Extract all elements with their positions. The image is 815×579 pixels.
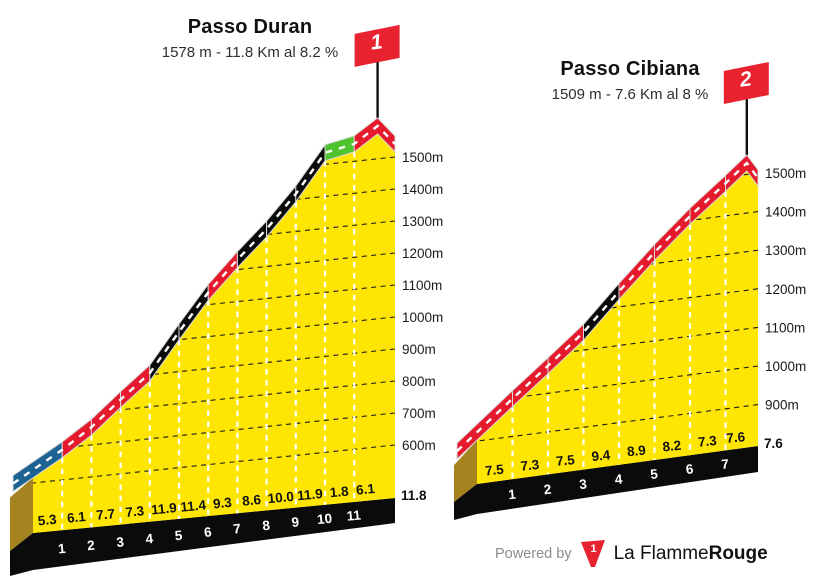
profile-area — [33, 133, 395, 533]
gradient-label: 7.5 — [555, 452, 576, 469]
elevation-label: 900m — [402, 342, 436, 357]
elevation-label: 900m — [765, 398, 799, 413]
km-label: 6 — [203, 524, 212, 540]
powered-by-label: Powered by — [495, 546, 572, 562]
km-label: 6 — [685, 461, 694, 477]
km-band — [454, 446, 758, 520]
left-climb-subtitle: 1578 m - 11.8 Km al 8.2 % — [161, 44, 339, 61]
elevation-gridline — [33, 348, 395, 388]
gradient-label: 5.3 — [37, 512, 58, 529]
gradient-label: 7.7 — [96, 506, 116, 523]
gradient-label: 8.9 — [626, 443, 646, 460]
gradient-label: 7.3 — [520, 457, 541, 474]
distance-end-label: 11.8 — [401, 488, 427, 503]
road-segment — [353, 117, 396, 154]
gradient-label: 6.1 — [355, 481, 376, 498]
brand-regular: La Flamme — [613, 543, 709, 564]
la-flamme-rouge-logo-icon: 1 — [580, 540, 605, 567]
km-label: 2 — [87, 538, 96, 554]
elevation-label: 1200m — [402, 246, 443, 261]
elevation-label: 1400m — [402, 182, 443, 197]
summit-flag — [723, 62, 769, 104]
elevation-label: 1500m — [765, 166, 806, 181]
km-label: 4 — [614, 471, 623, 487]
elevation-label: 1400m — [765, 205, 806, 220]
elevation-label: 1100m — [765, 320, 805, 335]
elevation-gridline — [33, 412, 395, 452]
summit-flag — [354, 24, 400, 67]
km-label: 3 — [116, 534, 125, 550]
km-label: 4 — [145, 531, 154, 547]
km-label: 9 — [291, 514, 300, 530]
elevation-label: 1200m — [765, 282, 806, 297]
km-label: 5 — [174, 528, 183, 544]
gradient-label: 11.9 — [297, 486, 324, 503]
elevation-label: 600m — [402, 438, 436, 453]
flag-number: 1 — [369, 30, 383, 54]
logo-number: 1 — [590, 543, 596, 555]
gradient-label: 11.4 — [180, 497, 207, 514]
gradient-label: 8.2 — [662, 438, 682, 455]
gradient-label: 1.8 — [329, 484, 350, 501]
elevation-label: 1300m — [765, 243, 806, 258]
elevation-label: 1000m — [402, 310, 443, 325]
gradient-label: 7.5 — [484, 462, 505, 479]
profile-side-face — [454, 440, 477, 502]
gradient-label: 7.3 — [125, 503, 146, 520]
gradient-label: 10.0 — [267, 489, 295, 506]
km-label: 2 — [543, 482, 552, 498]
gradient-label: 7.3 — [697, 433, 718, 450]
road-center-dashes — [12, 124, 396, 485]
km-label: 11 — [346, 507, 362, 523]
gradient-label: 11.9 — [151, 500, 178, 517]
elevation-gridline — [33, 444, 395, 484]
climb-profile: 15.3 6.1 7.7 7.3 11.9 11.4 9.3 8.6 10.0 11.9 1.8 6.… — [10, 24, 443, 576]
km-label: 1 — [508, 487, 517, 503]
gradient-label: 7.6 — [726, 429, 747, 446]
gradient-label: 8.6 — [242, 492, 263, 509]
gradient-label: 9.3 — [212, 495, 233, 512]
elevation-label: 1100m — [402, 278, 442, 293]
road-center-dashes — [456, 161, 759, 452]
right-climb-title: Passo Cibiana — [560, 58, 700, 80]
footer: Powered by 1 La FlammeRouge — [495, 540, 768, 568]
km-band — [10, 498, 395, 576]
km-label: 3 — [579, 476, 588, 492]
km-label: 7 — [721, 456, 730, 472]
brand-label: La FlammeRouge — [614, 543, 768, 565]
elevation-gridline — [33, 380, 395, 420]
left-climb-header: Passo Duran 1578 m - 11.8 Km al 8.2 % — [60, 16, 440, 61]
elevation-label: 700m — [402, 406, 436, 421]
right-climb-subtitle: 1509 m - 7.6 Km al 8 % — [551, 86, 709, 103]
flag-number: 2 — [738, 67, 754, 91]
km-label: 7 — [233, 521, 242, 537]
km-label: 5 — [650, 466, 659, 482]
distance-end-label: 7.6 — [764, 436, 783, 451]
km-label: 1 — [57, 541, 66, 557]
brand-bold: Rouge — [708, 543, 768, 564]
elevation-label: 1500m — [402, 150, 443, 165]
right-climb-header: Passo Cibiana 1509 m - 7.6 Km al 8 % — [440, 58, 815, 103]
gradient-label: 6.1 — [66, 509, 87, 526]
road-segment — [725, 154, 759, 193]
elevation-label: 1300m — [402, 214, 443, 229]
elevation-gridline — [33, 284, 395, 324]
gradient-label: 9.4 — [591, 447, 612, 464]
profile-area — [477, 171, 758, 484]
km-label: 8 — [262, 518, 271, 534]
elevation-label: 800m — [402, 374, 436, 389]
profile-side-face — [10, 477, 33, 551]
climb-profile: 27.5 7.3 7.5 9.4 8.9 8.2 7.3 7.61 2 3 4 5 6 77.61500m… — [454, 62, 806, 520]
km-label: 10 — [316, 511, 332, 527]
left-climb-title: Passo Duran — [187, 16, 313, 38]
elevation-gridline — [33, 316, 395, 356]
elevation-label: 1000m — [765, 359, 806, 374]
